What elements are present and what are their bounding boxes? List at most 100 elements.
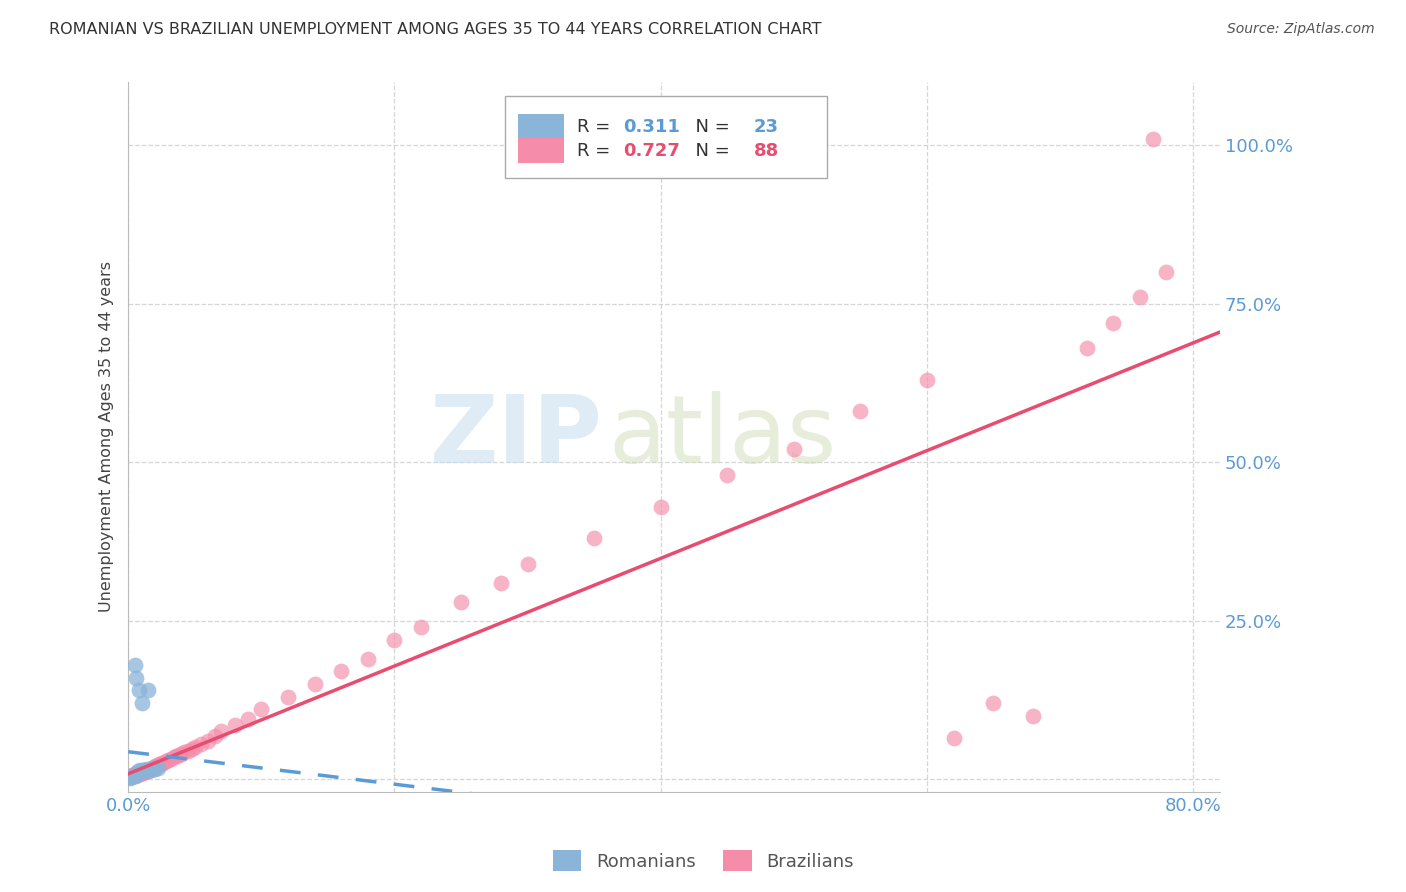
Bar [517, 138, 564, 163]
Point [170, 747, 193, 761]
Point [1102, 316, 1125, 330]
Point [128, 683, 150, 698]
Point [124, 767, 146, 781]
Point [143, 759, 166, 773]
Point [516, 557, 538, 571]
Point [409, 620, 432, 634]
Point [197, 734, 219, 748]
Point [849, 404, 872, 418]
Point [132, 764, 155, 779]
Point [146, 761, 169, 775]
Point [160, 752, 183, 766]
Point [1022, 708, 1045, 723]
Point [136, 764, 159, 778]
Text: atlas: atlas [609, 391, 837, 483]
Point [135, 764, 157, 778]
Point [134, 764, 156, 778]
Point [450, 594, 472, 608]
Point [141, 761, 163, 775]
Point [716, 467, 738, 482]
Point [135, 764, 157, 778]
Point [118, 771, 141, 785]
Point [121, 768, 143, 782]
Point [143, 760, 166, 774]
Point [135, 764, 157, 779]
Point [145, 758, 167, 772]
Point [127, 764, 149, 779]
Point [125, 766, 148, 780]
Point [120, 770, 142, 784]
Point [224, 718, 246, 732]
Point [135, 764, 157, 778]
Point [134, 765, 156, 780]
Point [983, 696, 1005, 710]
Point [384, 632, 406, 647]
Bar [517, 114, 564, 139]
Point [139, 763, 162, 777]
Point [132, 765, 155, 780]
Point [138, 763, 160, 777]
Point [128, 767, 150, 781]
Point [124, 769, 146, 783]
Point [250, 702, 273, 716]
Point [132, 763, 155, 777]
Point [152, 756, 174, 770]
Point [915, 373, 938, 387]
Text: 88: 88 [754, 142, 779, 160]
Point [190, 737, 212, 751]
Point [942, 731, 965, 745]
Point [136, 763, 159, 777]
Point [124, 767, 146, 781]
Point [150, 756, 173, 771]
Point [209, 724, 232, 739]
Y-axis label: Unemployment Among Ages 35 to 44 years: Unemployment Among Ages 35 to 44 years [100, 261, 114, 612]
Point [304, 677, 326, 691]
Point [173, 746, 195, 760]
Point [129, 766, 152, 780]
Point [125, 767, 148, 781]
Point [128, 765, 150, 780]
Text: R =: R = [576, 118, 616, 136]
Point [357, 651, 380, 665]
Point [121, 769, 143, 783]
FancyBboxPatch shape [505, 96, 827, 178]
Point [128, 765, 150, 780]
Point [122, 770, 145, 784]
Point [167, 747, 190, 762]
Point [122, 768, 145, 782]
Point [131, 766, 153, 780]
Point [583, 531, 606, 545]
Point [149, 756, 172, 771]
Point [142, 761, 165, 775]
Text: 0.311: 0.311 [623, 118, 679, 136]
Text: Source: ZipAtlas.com: Source: ZipAtlas.com [1227, 22, 1375, 37]
Point [127, 766, 149, 780]
Point [124, 657, 146, 672]
Point [121, 770, 143, 784]
Legend: Romanians, Brazilians: Romanians, Brazilians [546, 843, 860, 879]
Point [129, 765, 152, 780]
Text: ZIP: ZIP [430, 391, 603, 483]
Point [143, 762, 166, 776]
Point [135, 762, 157, 776]
Point [118, 770, 141, 784]
Point [125, 768, 148, 782]
Point [135, 763, 157, 777]
Point [124, 769, 146, 783]
Point [125, 671, 148, 685]
Point [1129, 290, 1152, 304]
Point [120, 769, 142, 783]
Point [650, 500, 672, 514]
Point [141, 761, 163, 775]
Point [162, 750, 184, 764]
Text: 23: 23 [754, 118, 779, 136]
Point [330, 665, 353, 679]
Text: N =: N = [683, 118, 735, 136]
Point [118, 770, 141, 784]
Point [122, 767, 145, 781]
Point [236, 712, 259, 726]
Point [142, 761, 165, 775]
Point [783, 442, 806, 457]
Point [1076, 341, 1098, 355]
Text: R =: R = [576, 142, 616, 160]
